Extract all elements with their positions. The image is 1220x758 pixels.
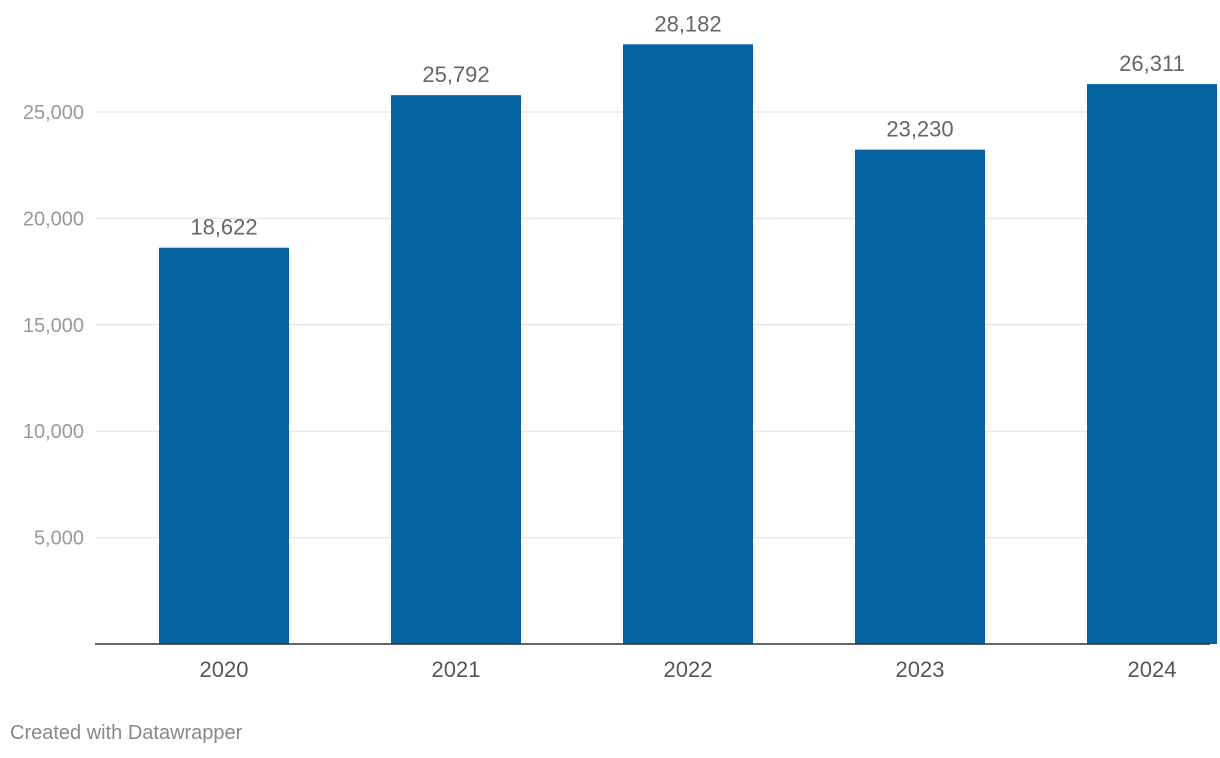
value-label: 23,230 [886,117,953,142]
x-tick-label: 2020 [200,657,249,682]
y-tick-label: 20,000 [23,208,84,230]
bars [159,44,1217,645]
x-tick-label: 2021 [432,657,481,682]
y-tick-label: 15,000 [23,315,84,337]
bar-chart: 5,000 10,000 15,000 20,000 25,000 18,622 25,7… [23,11,1217,682]
x-axis-ticks: 2020 2021 2022 2023 2024 [200,657,1177,682]
x-tick-label: 2024 [1128,657,1177,682]
x-tick-label: 2022 [664,657,713,682]
y-tick-label: 5,000 [34,528,84,550]
value-label: 28,182 [654,11,721,36]
bar-2020 [159,247,289,644]
value-label: 25,792 [422,62,489,87]
bar-2023 [855,149,985,645]
value-labels: 18,622 25,792 28,182 23,230 26,311 [190,11,1184,239]
y-tick-label: 25,000 [23,102,84,124]
bar-2021 [391,95,521,644]
value-label: 26,311 [1119,51,1185,76]
bar-2024 [1087,84,1217,644]
bar-2022 [623,44,753,644]
value-label: 18,622 [190,215,257,240]
y-axis-ticks: 5,000 10,000 15,000 20,000 25,000 [23,102,84,550]
footer-credit: Created with Datawrapper [10,722,243,744]
y-tick-label: 10,000 [23,421,84,443]
x-tick-label: 2023 [896,657,945,682]
